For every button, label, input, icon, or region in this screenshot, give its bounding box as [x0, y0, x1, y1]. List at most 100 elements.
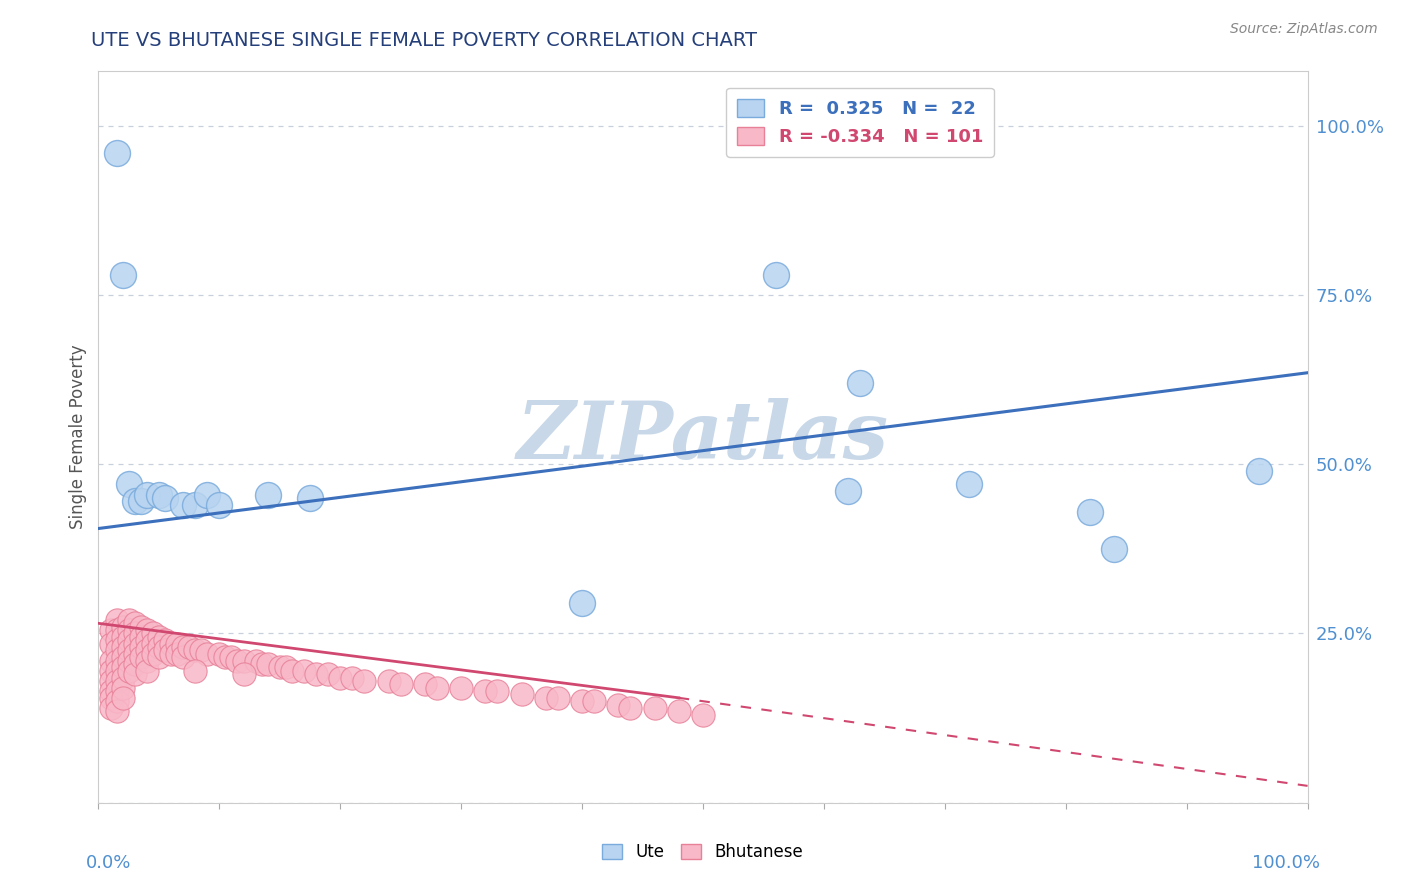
Point — [281, 664, 304, 678]
Point — [100, 701, 122, 715]
Point — [129, 630, 152, 644]
Point — [214, 650, 236, 665]
Point — [245, 654, 267, 668]
Text: 0.0%: 0.0% — [86, 854, 132, 872]
Point — [166, 637, 188, 651]
Point — [619, 701, 641, 715]
Point — [849, 376, 872, 390]
Point — [208, 647, 231, 661]
Point — [118, 613, 141, 627]
Point — [100, 690, 122, 705]
Point — [299, 491, 322, 505]
Point — [105, 673, 128, 688]
Point — [148, 650, 170, 665]
Point — [305, 667, 328, 681]
Point — [1249, 464, 1271, 478]
Point — [100, 684, 122, 698]
Text: ZIPatlas: ZIPatlas — [517, 399, 889, 475]
Point — [172, 650, 194, 665]
Point — [100, 673, 122, 688]
Point — [124, 647, 146, 661]
Point — [135, 664, 157, 678]
Point — [105, 664, 128, 678]
Point — [160, 637, 183, 651]
Point — [607, 698, 630, 712]
Point — [111, 671, 134, 685]
Point — [1078, 505, 1101, 519]
Point — [195, 488, 218, 502]
Point — [1102, 541, 1125, 556]
Point — [129, 620, 152, 634]
Point — [118, 477, 141, 491]
Point — [426, 681, 449, 695]
Point — [124, 637, 146, 651]
Point — [124, 657, 146, 671]
Point — [571, 694, 593, 708]
Point — [534, 690, 557, 705]
Point — [668, 705, 690, 719]
Point — [111, 630, 134, 644]
Point — [232, 667, 254, 681]
Point — [118, 623, 141, 637]
Point — [172, 640, 194, 654]
Point — [105, 633, 128, 648]
Point — [316, 667, 339, 681]
Point — [413, 677, 436, 691]
Point — [135, 488, 157, 502]
Point — [274, 660, 297, 674]
Point — [342, 671, 364, 685]
Point — [292, 664, 315, 678]
Point — [450, 681, 472, 695]
Point — [957, 477, 980, 491]
Point — [105, 654, 128, 668]
Point — [118, 664, 141, 678]
Point — [195, 647, 218, 661]
Point — [486, 684, 509, 698]
Point — [184, 643, 207, 657]
Point — [124, 494, 146, 508]
Point — [148, 640, 170, 654]
Point — [837, 484, 859, 499]
Point — [148, 488, 170, 502]
Point — [129, 640, 152, 654]
Point — [644, 701, 666, 715]
Point — [184, 498, 207, 512]
Point — [111, 660, 134, 674]
Point — [105, 694, 128, 708]
Point — [118, 654, 141, 668]
Point — [111, 681, 134, 695]
Point — [179, 640, 201, 654]
Point — [105, 684, 128, 698]
Point — [583, 694, 606, 708]
Point — [221, 650, 243, 665]
Point — [256, 488, 278, 502]
Point — [474, 684, 496, 698]
Point — [153, 643, 176, 657]
Point — [153, 633, 176, 648]
Point — [118, 633, 141, 648]
Point — [765, 268, 787, 282]
Point — [142, 626, 165, 640]
Text: 100.0%: 100.0% — [1251, 854, 1320, 872]
Point — [111, 650, 134, 665]
Point — [692, 707, 714, 722]
Point — [111, 640, 134, 654]
Point — [105, 613, 128, 627]
Point — [153, 491, 176, 505]
Point — [160, 647, 183, 661]
Point — [105, 643, 128, 657]
Point — [184, 664, 207, 678]
Point — [250, 657, 273, 671]
Point — [389, 677, 412, 691]
Point — [135, 623, 157, 637]
Point — [135, 643, 157, 657]
Point — [142, 647, 165, 661]
Point — [129, 650, 152, 665]
Point — [377, 673, 399, 688]
Point — [208, 498, 231, 512]
Point — [172, 498, 194, 512]
Point — [269, 660, 291, 674]
Point — [124, 616, 146, 631]
Point — [329, 671, 352, 685]
Text: Source: ZipAtlas.com: Source: ZipAtlas.com — [1230, 22, 1378, 37]
